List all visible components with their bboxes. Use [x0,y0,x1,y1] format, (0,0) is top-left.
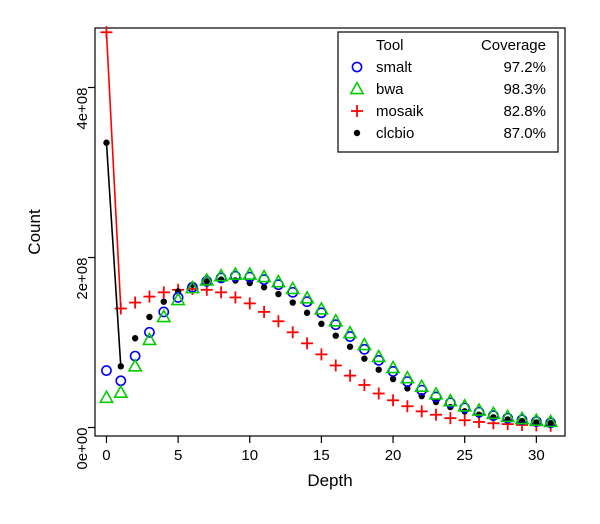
x-tick-label: 25 [456,447,473,464]
legend-row-name: mosaik [376,103,424,120]
legend: Tool Coverage smalt 97.2% bwa 98.3% mosaik 82.8… [338,32,558,152]
legend-row-name: smalt [376,59,413,76]
legend-row-coverage: 87.0% [503,125,546,142]
y-axis-label: Count [25,209,44,255]
legend-row-name: bwa [376,81,404,98]
y-tick-label: 4e+08 [74,88,91,130]
y-tick-label: 2e+08 [74,258,91,300]
x-tick-label: 30 [528,447,545,464]
x-tick-label: 15 [313,447,330,464]
x-axis-label: Depth [307,471,352,490]
chart-svg: 0 5 10 15 20 25 30 0e+00 2e+08 4e+08 Depth Count Too… [0,0,600,524]
legend-row-coverage: 82.8% [503,103,546,120]
legend-row-coverage: 98.3% [503,81,546,98]
x-tick-label: 10 [241,447,258,464]
depth-count-chart: 0 5 10 15 20 25 30 0e+00 2e+08 4e+08 Depth Count Too… [0,0,600,524]
series-clcbio [103,140,554,427]
legend-row-name: clcbio [376,125,414,142]
y-tick-label: 0e+00 [74,428,91,470]
series-smalt [102,272,555,428]
x-tick-label: 0 [102,447,110,464]
x-tick-label: 20 [385,447,402,464]
legend-header-tool: Tool [376,37,404,54]
x-tick-label: 5 [174,447,182,464]
legend-row-coverage: 97.2% [503,59,546,76]
legend-header-coverage: Coverage [481,37,546,54]
